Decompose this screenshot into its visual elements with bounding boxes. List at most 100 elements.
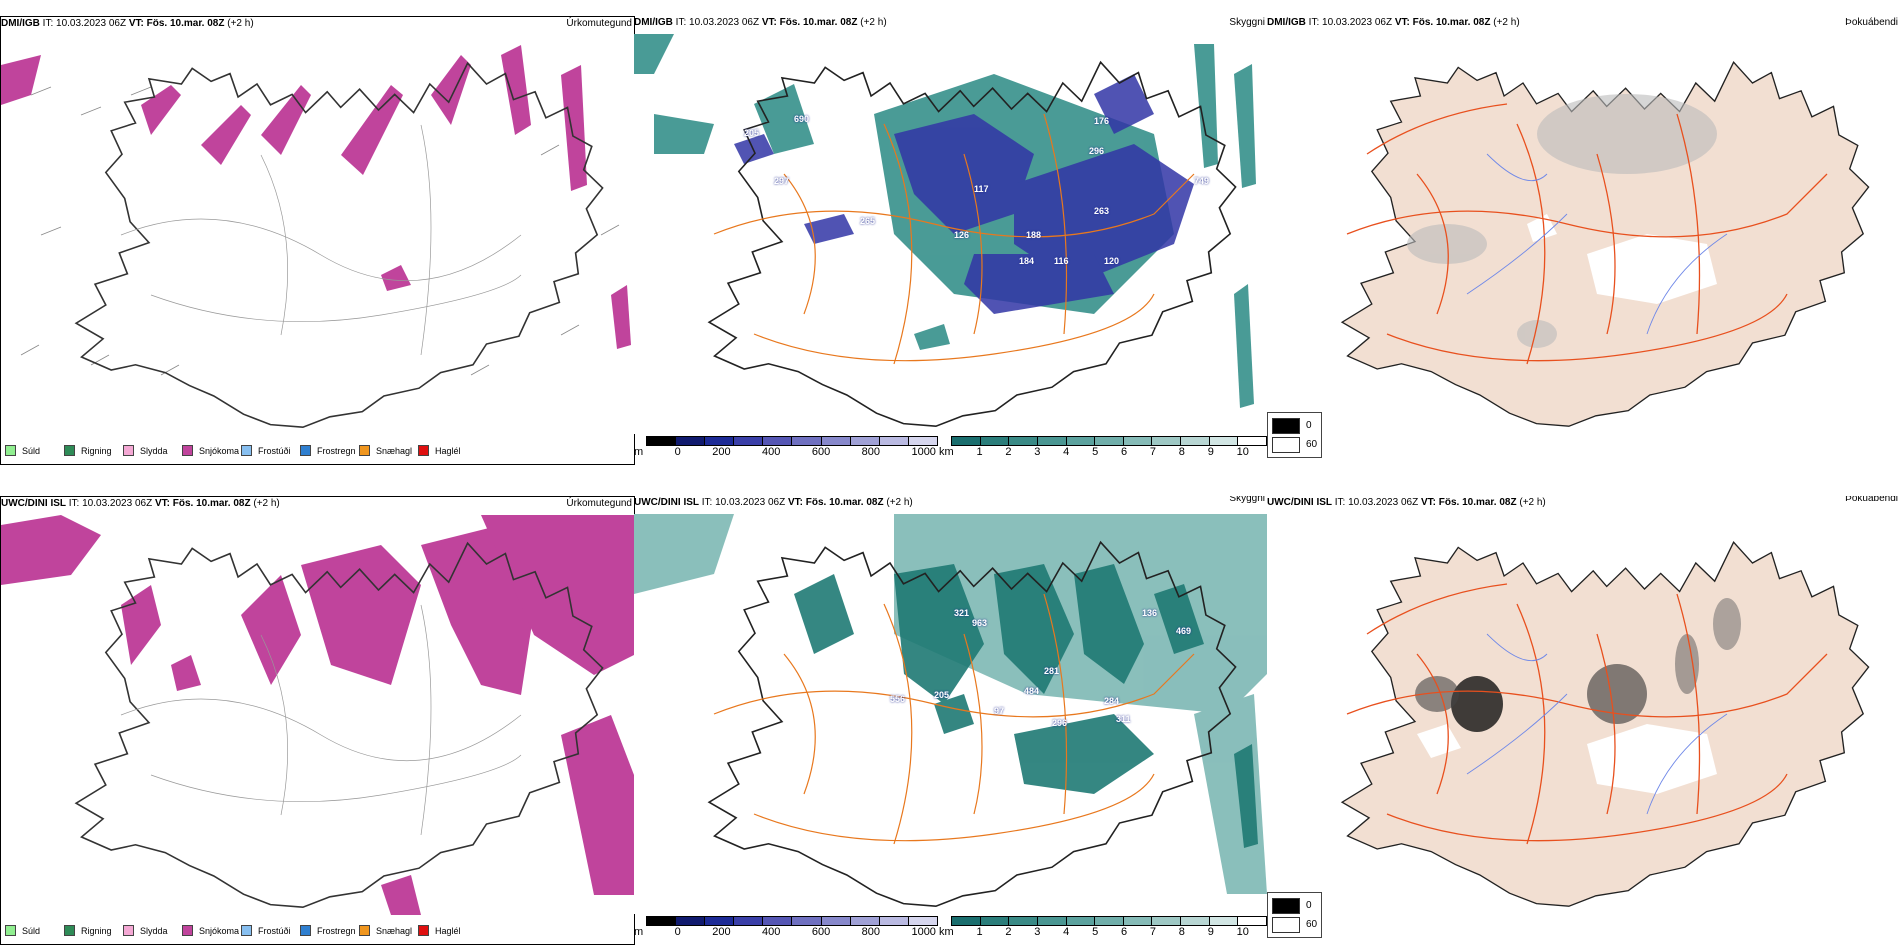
- legend-item: Frostúði: [241, 925, 300, 936]
- vis-label: 205: [744, 128, 760, 138]
- model-name: DMI/IGB: [1267, 17, 1306, 28]
- vis-label: 963: [972, 618, 988, 628]
- vis-label: 117: [974, 184, 989, 194]
- fog-panel-uwc: UWC/DINI ISL IT: 10.03.2023 06Z VT: Fös.…: [1267, 496, 1900, 943]
- issue-time: IT: 10.03.2023 06Z: [1334, 497, 1419, 508]
- valid-time: VT: Fös. 10.mar. 08Z: [1420, 497, 1517, 508]
- vis-label: 265: [860, 216, 876, 226]
- lead-time: (+2 h): [860, 17, 887, 28]
- vis-label: 297: [774, 176, 790, 186]
- model-name: UWC/DINI ISL: [634, 497, 699, 508]
- precip-legend: Súld Rigning Slydda Snjókoma Frostúði Fr…: [5, 925, 477, 936]
- fog-shading: [1415, 598, 1741, 732]
- scale-m-ticks: m 0 200 400 600 800 1000: [634, 446, 936, 458]
- legend-item: Snjókoma: [182, 445, 241, 456]
- legend-item: Haglél: [418, 445, 477, 456]
- legend-item: Rigning: [64, 445, 123, 456]
- precip-type-panel-dmi: DMI/IGB IT: 10.03.2023 06Z VT: Fös. 10.m…: [0, 16, 635, 465]
- vis-label: 296: [1052, 718, 1068, 728]
- panel-header: DMI/IGB IT: 10.03.2023 06Z VT: Fös. 10.m…: [634, 16, 1267, 32]
- fog-legend-item: 0: [1272, 896, 1317, 915]
- scale-km: km 1 2 3 4 5 6 7 8 9 10: [939, 436, 1267, 458]
- issue-time: IT: 10.03.2023 06Z: [675, 17, 760, 28]
- issue-time: IT: 10.03.2023 06Z: [42, 18, 127, 29]
- scale-m: m 0 200 400 600 800 1000: [634, 916, 938, 938]
- issue-time: IT: 10.03.2023 06Z: [68, 498, 153, 509]
- fog-legend-item: 0: [1272, 416, 1317, 435]
- wind-barbs: [20, 86, 620, 376]
- precip-type-panel-uwc: UWC/DINI ISL IT: 10.03.2023 06Z VT: Fös.…: [0, 496, 635, 945]
- model-name: UWC/DINI ISL: [1267, 497, 1332, 508]
- rivers: [1466, 153, 1728, 335]
- roads: [1346, 103, 1828, 365]
- lead-time: (+2 h): [1493, 17, 1520, 28]
- visibility-map: [634, 34, 1267, 434]
- roads: [713, 593, 1195, 845]
- scale-km-colorbar: [951, 436, 1267, 446]
- panel-header: DMI/IGB IT: 10.03.2023 06Z VT: Fös. 10.m…: [1, 17, 634, 33]
- legend-item: Haglél: [418, 925, 477, 936]
- scale-m-colorbar: [646, 436, 938, 446]
- vis-label: 749: [1194, 176, 1210, 186]
- vis-label: 188: [1026, 230, 1042, 240]
- legend-item: Súld: [5, 445, 64, 456]
- issue-time: IT: 10.03.2023 06Z: [701, 497, 786, 508]
- scale-m-colorbar: [646, 916, 938, 926]
- valid-time: VT: Fös. 10.mar. 08Z: [154, 498, 251, 509]
- snow-areas: [1, 515, 634, 915]
- legend-item: Slydda: [123, 445, 182, 456]
- panel-title: Úrkomutegund: [566, 18, 632, 29]
- vis-label: 97: [994, 706, 1005, 716]
- precip-map: [1, 515, 634, 915]
- scale-km-ticks: km 1 2 3 4 5 6 7 8 9 10: [939, 446, 1249, 458]
- snow-areas: [1, 45, 631, 349]
- fog-legend-item: 60: [1272, 435, 1317, 454]
- vis-label: 469: [1176, 626, 1192, 636]
- vis-label: 296: [1089, 146, 1105, 156]
- issue-time: IT: 10.03.2023 06Z: [1308, 17, 1393, 28]
- vis-label: 556: [890, 694, 906, 704]
- scale-km: km 1 2 3 4 5 6 7 8 9 10: [939, 916, 1267, 938]
- visibility-map: [634, 514, 1267, 914]
- legend-item: Rigning: [64, 925, 123, 936]
- valid-time: VT: Fös. 10.mar. 08Z: [787, 497, 884, 508]
- panel-header: DMI/IGB IT: 10.03.2023 06Z VT: Fös. 10.m…: [1267, 16, 1900, 32]
- roads: [713, 113, 1195, 365]
- legend-item: Snæhagl: [359, 445, 418, 456]
- panel-header: UWC/DINI ISL IT: 10.03.2023 06Z VT: Fös.…: [634, 496, 1267, 512]
- vis-label: 484: [1024, 686, 1040, 696]
- panel-title: Þokuábendi: [1845, 17, 1898, 28]
- vis-label: 284: [1104, 696, 1120, 706]
- vis-label: 263: [1094, 206, 1110, 216]
- visibility-panel-dmi: DMI/IGB IT: 10.03.2023 06Z VT: Fös. 10.m…: [634, 16, 1267, 463]
- scale-m-ticks: m 0 200 400 600 800 1000: [634, 926, 936, 938]
- panel-title: Úrkomutegund: [566, 498, 632, 509]
- panel-header: UWC/DINI ISL IT: 10.03.2023 06Z VT: Fös.…: [1267, 496, 1900, 512]
- scale-m: m 0 200 400 600 800 1000: [634, 436, 938, 458]
- roads: [120, 604, 522, 836]
- roads: [1346, 583, 1828, 845]
- legend-item: Snjókoma: [182, 925, 241, 936]
- fog-panel-dmi: DMI/IGB IT: 10.03.2023 06Z VT: Fös. 10.m…: [1267, 16, 1900, 463]
- model-name: DMI/IGB: [634, 17, 673, 28]
- lead-time: (+2 h): [227, 18, 254, 29]
- precip-legend: Súld Rigning Slydda Snjókoma Frostúði Fr…: [5, 445, 477, 456]
- vis-label: 126: [954, 230, 970, 240]
- model-name: DMI/IGB: [1, 18, 40, 29]
- vis-label: 281: [1044, 666, 1060, 676]
- lead-time: (+2 h): [1519, 497, 1546, 508]
- vis-label: 690: [794, 114, 810, 124]
- visibility-panel-uwc: UWC/DINI ISL IT: 10.03.2023 06Z VT: Fös.…: [634, 496, 1267, 943]
- fog-legend: 0 60: [1267, 892, 1323, 938]
- glaciers: [1527, 214, 1717, 304]
- fog-legend: 0 60: [1267, 412, 1323, 458]
- vis-label: 321: [954, 608, 970, 618]
- legend-item: Frostregn: [300, 445, 359, 456]
- rivers: [1466, 633, 1728, 815]
- vis-label: 184: [1019, 256, 1035, 266]
- model-name: UWC/DINI ISL: [1, 498, 66, 509]
- roads: [120, 124, 522, 356]
- vis-label: 136: [1142, 608, 1158, 618]
- scale-km-colorbar: [951, 916, 1267, 926]
- panel-title: Þokuábendi: [1845, 496, 1898, 504]
